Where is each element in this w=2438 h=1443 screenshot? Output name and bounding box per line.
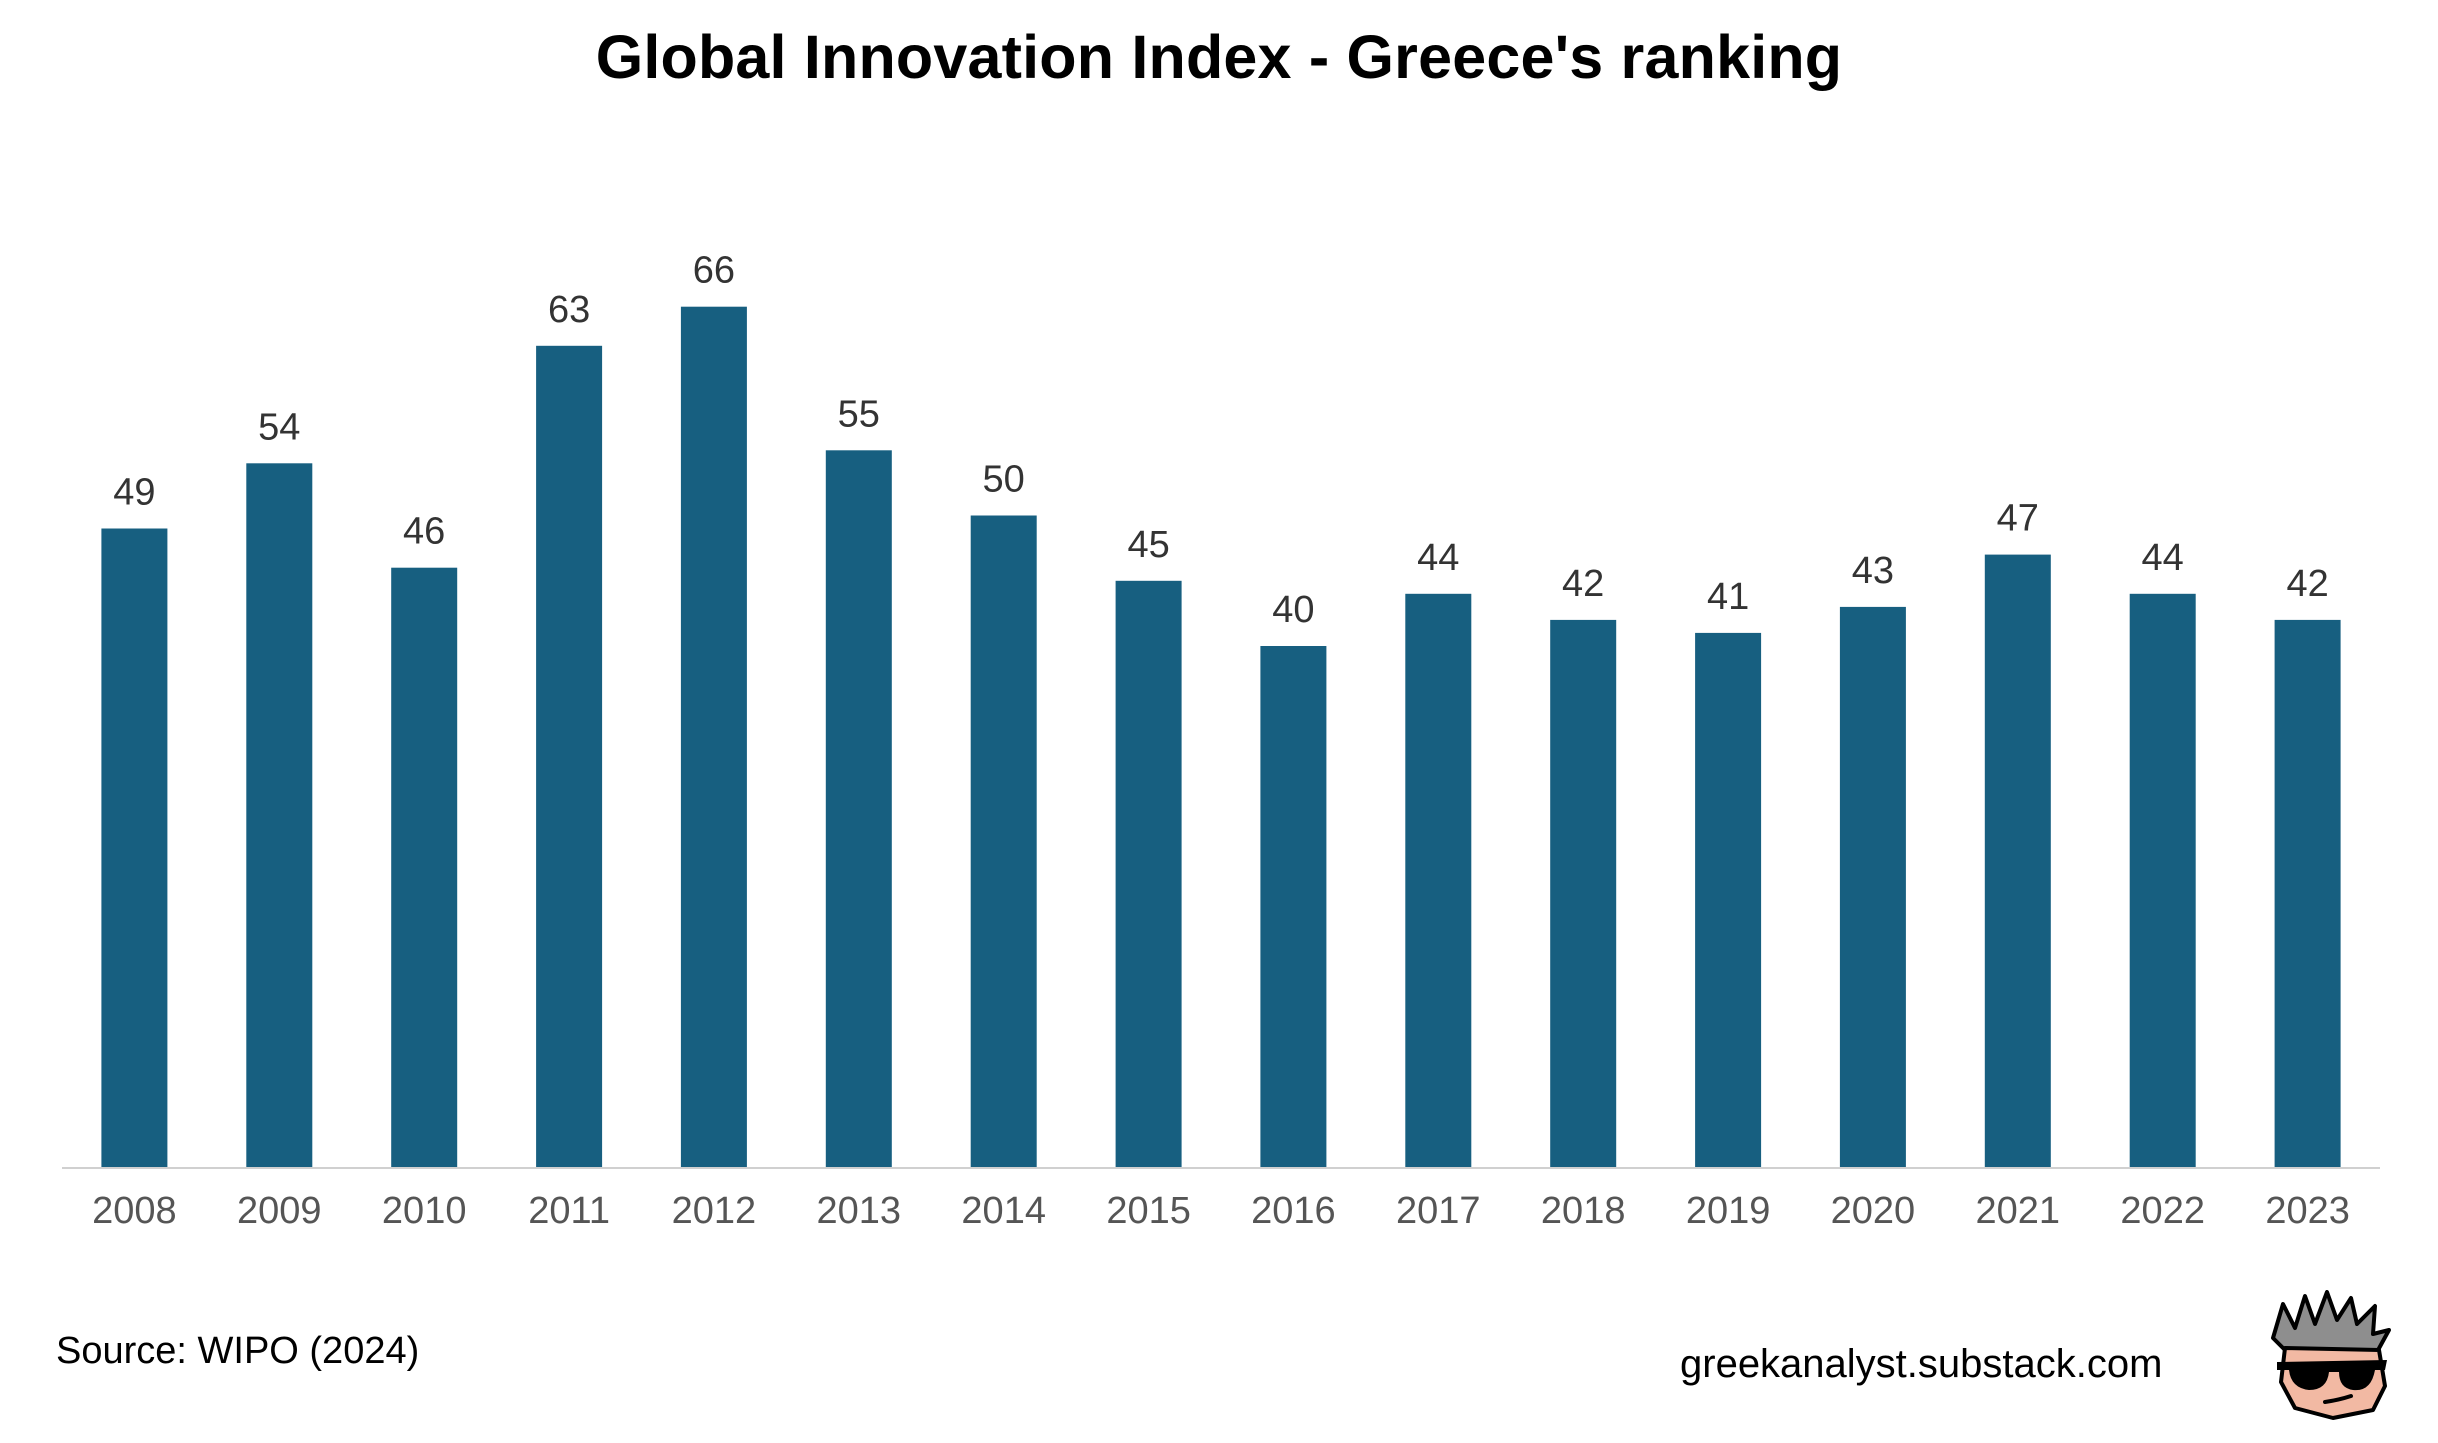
bar-2017 xyxy=(1405,593,1472,1168)
data-label-2019: 41 xyxy=(1707,576,1749,618)
data-label-2021: 47 xyxy=(1997,498,2039,540)
data-label-2012: 66 xyxy=(693,250,735,292)
x-tick-label-2016: 2016 xyxy=(1251,1190,1336,1232)
x-tick-label-2008: 2008 xyxy=(92,1190,177,1232)
x-tick-label-2011: 2011 xyxy=(528,1190,610,1232)
x-tick-label-2023: 2023 xyxy=(2265,1190,2350,1232)
data-label-2010: 46 xyxy=(403,511,445,553)
bar-2023 xyxy=(2274,619,2341,1168)
data-label-2020: 43 xyxy=(1852,550,1894,592)
bar-2019 xyxy=(1695,632,1762,1168)
x-tick-label-2012: 2012 xyxy=(672,1190,757,1232)
bar-2009 xyxy=(246,463,313,1168)
bar-2014 xyxy=(970,515,1037,1168)
bar-2018 xyxy=(1550,619,1617,1168)
x-tick-label-2013: 2013 xyxy=(817,1190,902,1232)
data-label-2015: 45 xyxy=(1127,524,1169,566)
data-labels-group: 49 54 46 63 66 55 50 45 40 44 42 41 43 47 44 42 xyxy=(113,250,2328,631)
sunglasses-face-icon xyxy=(2271,1290,2391,1420)
bar-2015 xyxy=(1115,580,1182,1169)
bar-2010 xyxy=(391,567,458,1168)
x-tick-label-2009: 2009 xyxy=(237,1190,322,1232)
x-tick-label-2020: 2020 xyxy=(1831,1190,1916,1232)
x-tick-label-2017: 2017 xyxy=(1396,1190,1481,1232)
data-label-2011: 63 xyxy=(548,289,590,331)
bar-2011 xyxy=(536,345,603,1168)
x-tick-label-2019: 2019 xyxy=(1686,1190,1771,1232)
data-label-2013: 55 xyxy=(838,393,880,435)
source-note: Source: WIPO (2024) xyxy=(56,1330,420,1372)
x-tick-label-2010: 2010 xyxy=(382,1190,467,1232)
bar-2012 xyxy=(680,306,747,1168)
x-tick-label-2015: 2015 xyxy=(1106,1190,1191,1232)
site-url: greekanalyst.substack.com xyxy=(1680,1342,2163,1386)
bar-2021 xyxy=(1984,554,2051,1168)
x-tick-label-2014: 2014 xyxy=(961,1190,1046,1232)
data-label-2018: 42 xyxy=(1562,563,1604,605)
bar-2016 xyxy=(1260,646,1327,1168)
x-tick-label-2022: 2022 xyxy=(2120,1190,2205,1232)
data-label-2022: 44 xyxy=(2142,537,2184,579)
x-tick-label-2021: 2021 xyxy=(1976,1190,2061,1232)
bar-2020 xyxy=(1839,606,1906,1168)
data-label-2008: 49 xyxy=(113,472,155,514)
bar-2022 xyxy=(2129,593,2196,1168)
data-label-2009: 54 xyxy=(258,406,300,448)
bars-group xyxy=(101,306,2341,1169)
bar-2013 xyxy=(825,450,892,1169)
bar-2008 xyxy=(101,528,168,1168)
data-label-2017: 44 xyxy=(1417,537,1459,579)
data-label-2023: 42 xyxy=(2286,563,2328,605)
x-tick-label-2018: 2018 xyxy=(1541,1190,1626,1232)
data-label-2014: 50 xyxy=(983,459,1025,501)
data-label-2016: 40 xyxy=(1272,589,1314,631)
x-tick-labels-group: 2008 2009 2010 2011 2012 2013 2014 2015 2016 2017… xyxy=(92,1190,2350,1232)
chart-title: Global Innovation Index - Greece's ranki… xyxy=(595,23,1843,91)
